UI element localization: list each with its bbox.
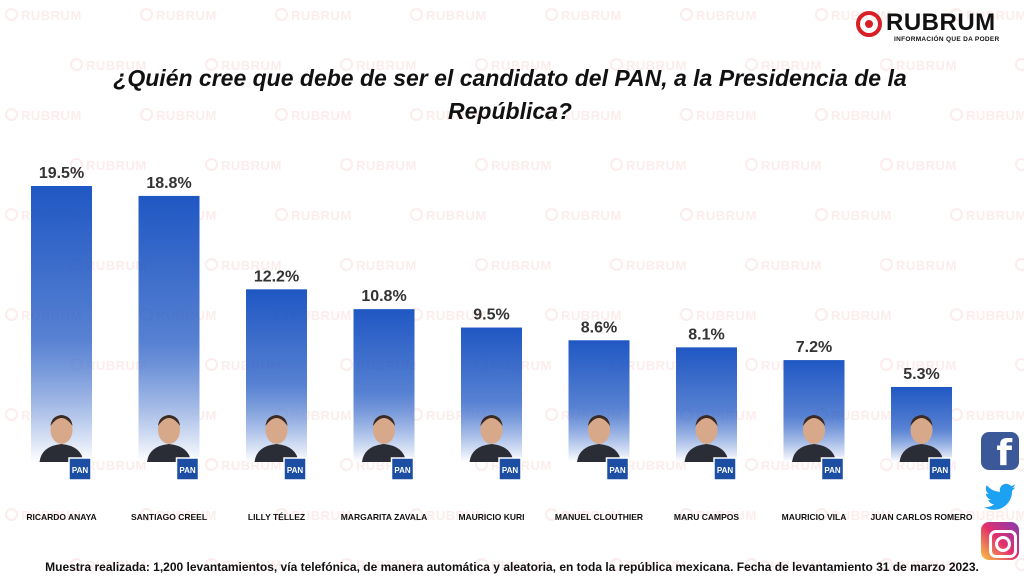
watermark: RUBRUM [1015, 58, 1024, 73]
category-label: MAURICIO VILA [782, 512, 847, 522]
chart-title: ¿Quién cree que debe de ser el candidato… [113, 65, 907, 124]
watermark: RUBRUM [545, 8, 622, 23]
pan-badge-icon [498, 457, 522, 481]
logo-tagline: INFORMACIÓN QUE DA PODER [894, 36, 1000, 43]
watermark: RUBRUM [410, 8, 487, 23]
data-label: 12.2% [254, 268, 299, 285]
watermark: RUBRUM [680, 8, 757, 23]
pan-badge-icon [713, 457, 737, 481]
watermark: RUBRUM [5, 8, 82, 23]
pan-badge-label: PAN [394, 466, 411, 475]
pan-badge-label: PAN [179, 466, 196, 475]
category-label: JUAN CARLOS ROMERO [870, 512, 972, 522]
pan-badge-label: PAN [717, 466, 734, 475]
pan-badge-icon [928, 457, 952, 481]
category-label: SANTIAGO CREEL [131, 512, 207, 522]
watermark: RUBRUM [950, 108, 1024, 123]
category-label: MARU CAMPOS [674, 512, 739, 522]
category-label: MAURICIO KURI [458, 512, 524, 522]
data-label: 8.6% [581, 319, 617, 336]
rubrum-logo-icon [856, 11, 882, 37]
pan-badge-icon [390, 457, 415, 481]
category-label: MANUEL CLOUTHIER [555, 512, 643, 522]
pan-badge-icon [820, 457, 845, 481]
pan-badge-icon [175, 457, 200, 481]
data-label: 5.3% [903, 366, 939, 383]
pan-badge-label: PAN [824, 466, 841, 475]
instagram-icon[interactable] [981, 522, 1019, 560]
data-label: 9.5% [473, 307, 509, 324]
data-label: 19.5% [39, 165, 84, 182]
category-label: MARGARITA ZAVALA [341, 512, 428, 522]
pan-badge-label: PAN [932, 466, 949, 475]
watermark: RUBRUM [275, 8, 352, 23]
facebook-icon[interactable]: f [981, 432, 1019, 472]
logo-name: RUBRUM [886, 9, 996, 36]
data-label: 8.1% [688, 326, 724, 343]
twitter-icon[interactable] [981, 478, 1019, 516]
watermark: RUBRUM [5, 108, 82, 123]
pan-badge-icon [68, 457, 92, 481]
bar-chart: 19.5% PAN RICARDO ANAYA 18.8% PAN SANTIAGO CR… [26, 165, 973, 522]
pan-badge-icon [283, 457, 307, 481]
data-label: 7.2% [796, 339, 832, 356]
pan-badge-label: PAN [502, 466, 519, 475]
pan-badge-label: PAN [72, 466, 89, 475]
candidate-photo [469, 415, 514, 462]
rubrum-logo: RUBRUM INFORMACIÓN QUE DA PODER [856, 10, 1006, 44]
methodology-footnote: Muestra realizada: 1,200 levantamientos,… [45, 560, 979, 574]
pan-badge-icon [605, 457, 630, 481]
pan-badge-label: PAN [287, 466, 304, 475]
category-label: LILLY TÉLLEZ [248, 512, 305, 522]
data-label: 18.8% [146, 175, 191, 192]
watermark: RUBRUM [140, 8, 217, 23]
pan-badge-label: PAN [609, 466, 626, 475]
category-label: RICARDO ANAYA [26, 512, 96, 522]
data-label: 10.8% [361, 288, 406, 305]
